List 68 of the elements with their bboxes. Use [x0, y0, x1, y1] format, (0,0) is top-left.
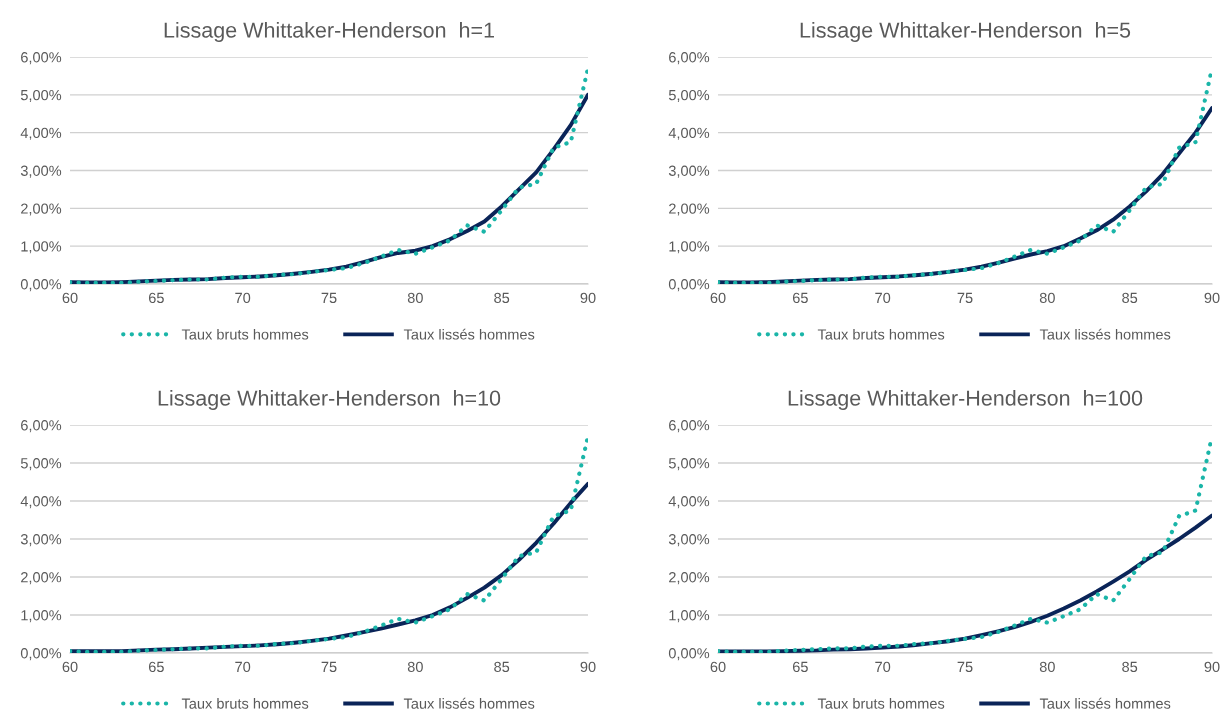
y-tick-label: 3,00%	[20, 534, 62, 547]
chart-title: Lissage Whittaker-Henderson h=10	[158, 389, 501, 411]
y-tick-label: 0,00%	[668, 648, 710, 661]
y-tick-label: 3,00%	[668, 534, 710, 547]
x-tick-label: 90	[580, 661, 596, 673]
x-tick-label: 80	[407, 292, 423, 304]
x-tick-label: 75	[321, 292, 337, 304]
x-tick-label: 65	[792, 661, 808, 673]
y-tick-label: 0,00%	[20, 648, 62, 661]
y-tick-label: 2,00%	[21, 203, 62, 216]
x-tick-label: 65	[792, 292, 808, 304]
y-tick-label: 1,00%	[21, 610, 62, 623]
x-tick-label: 80	[1039, 661, 1055, 673]
x-tick-label: 85	[494, 292, 510, 304]
y-tick-label: 3,00%	[668, 165, 710, 178]
x-tick-label: 70	[875, 661, 891, 673]
x-tick-label: 75	[957, 292, 973, 304]
y-tick-label: 1,00%	[669, 241, 710, 254]
y-tick-label: 1,00%	[669, 610, 710, 623]
x-tick-label: 80	[1039, 292, 1055, 304]
x-tick-label: 65	[148, 292, 164, 304]
legend-label: Taux bruts hommes	[181, 328, 309, 340]
x-tick-label: 70	[235, 661, 251, 673]
chart-title: Lissage Whittaker-Henderson h=1	[164, 21, 494, 43]
y-tick-label: 6,00%	[669, 52, 710, 65]
y-tick-label: 5,00%	[20, 458, 62, 471]
y-tick-label: 1,00%	[21, 241, 62, 254]
y-tick-label: 4,00%	[20, 127, 62, 140]
x-tick-label: 90	[1204, 661, 1220, 673]
y-tick-label: 0,00%	[20, 279, 62, 292]
x-tick-label: 60	[710, 292, 726, 304]
y-tick-label: 4,00%	[20, 496, 62, 509]
y-tick-label: 2,00%	[669, 203, 710, 216]
x-tick-label: 80	[407, 661, 423, 673]
chart-title: Lissage Whittaker-Henderson h=5	[800, 21, 1131, 43]
x-tick-label: 60	[62, 292, 78, 304]
legend-label: Taux lissés hommes	[403, 697, 535, 709]
y-tick-label: 2,00%	[669, 572, 710, 585]
x-tick-label: 90	[1204, 292, 1220, 304]
x-tick-label: 60	[710, 661, 726, 673]
y-tick-label: 5,00%	[668, 458, 710, 471]
legend-label: Taux bruts hommes	[817, 328, 945, 340]
legend-label: Taux bruts hommes	[817, 698, 945, 709]
y-tick-label: 3,00%	[20, 165, 62, 178]
y-tick-label: 0,00%	[668, 279, 710, 292]
x-tick-label: 60	[62, 661, 78, 673]
legend-label: Taux lissés hommes	[1039, 328, 1171, 340]
x-tick-label: 70	[235, 292, 251, 304]
y-tick-label: 6,00%	[21, 52, 62, 65]
y-tick-label: 2,00%	[21, 572, 62, 585]
y-tick-label: 4,00%	[668, 127, 710, 140]
y-tick-label: 5,00%	[668, 89, 710, 102]
y-tick-label: 6,00%	[21, 420, 62, 433]
y-tick-label: 6,00%	[669, 420, 710, 433]
y-tick-label: 5,00%	[20, 89, 62, 102]
x-tick-label: 70	[875, 292, 891, 304]
x-tick-label: 90	[580, 292, 596, 304]
x-tick-label: 85	[494, 661, 510, 673]
x-tick-label: 85	[1122, 661, 1138, 673]
x-tick-label: 65	[148, 661, 164, 673]
x-tick-label: 75	[957, 661, 973, 673]
legend-label: Taux lissés hommes	[1039, 697, 1171, 709]
y-tick-label: 4,00%	[668, 496, 710, 509]
legend-label: Taux bruts hommes	[181, 698, 309, 709]
x-tick-label: 75	[321, 661, 337, 673]
x-tick-label: 85	[1122, 292, 1138, 304]
chart-title: Lissage Whittaker-Henderson h=100	[788, 389, 1143, 411]
legend-label: Taux lissés hommes	[403, 328, 535, 340]
